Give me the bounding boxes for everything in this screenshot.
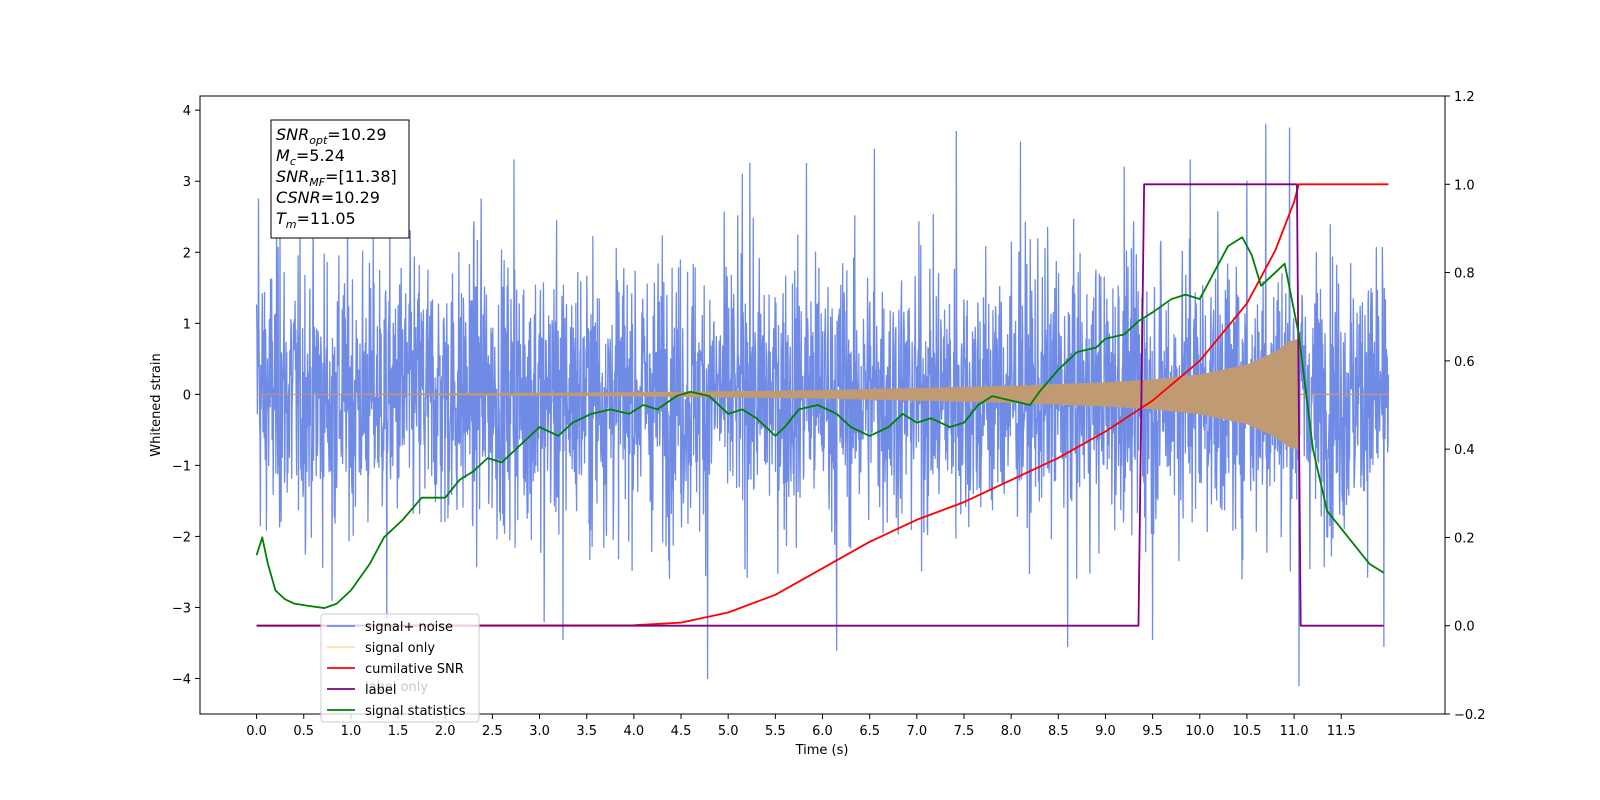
- x-tick-label: 2.0: [435, 724, 456, 739]
- x-tick-label: 7.0: [906, 724, 927, 739]
- legend-ghost-text: label only: [365, 680, 428, 695]
- x-tick-label: 1.0: [341, 724, 362, 739]
- y-tick-label: 0: [183, 388, 191, 403]
- series-signal-statistics: [255, 236, 1385, 609]
- x-axis: 0.0 0.5 1.0 1.5 2.0 2.5 3.0 3.5 4.0 4.5 5.0 5.5 6.0 6…: [246, 714, 1356, 739]
- x-tick-label: 8.0: [1001, 724, 1022, 739]
- x-tick-label: 11.5: [1327, 724, 1356, 739]
- legend-label-label: label: [365, 683, 396, 698]
- annotation-line: Tm=11.05: [276, 209, 356, 231]
- annotation-line: SNRMF=[11.38]: [276, 167, 397, 189]
- x-tick-label: 11.0: [1280, 724, 1309, 739]
- y-tick-label: 4: [183, 104, 191, 119]
- x-tick-label: 7.5: [954, 724, 975, 739]
- y2-tick-label: 0.4: [1454, 443, 1475, 458]
- y-tick-label: −4: [172, 672, 191, 687]
- plot-area: [255, 123, 1390, 687]
- y2-tick-label: −0.2: [1454, 708, 1486, 723]
- x-tick-label: 10.0: [1185, 724, 1214, 739]
- y-axis: −4 −3 −2 −1 0 1 2 3 4: [172, 104, 200, 687]
- y-tick-label: −1: [172, 459, 191, 474]
- y-tick-label: −2: [172, 530, 191, 545]
- annotation-line: SNRopt=10.29: [276, 125, 387, 147]
- legend-label-signal-only: signal only: [365, 641, 435, 656]
- x-tick-label: 3.5: [576, 724, 597, 739]
- x-tick-label: 4.5: [671, 724, 692, 739]
- y2-tick-label: 0.8: [1454, 267, 1475, 282]
- x-tick-label: 0.0: [246, 724, 267, 739]
- y2-tick-label: 0.2: [1454, 531, 1475, 546]
- x-tick-label: 10.5: [1232, 724, 1261, 739]
- y-tick-label: −3: [172, 601, 191, 616]
- x-axis-label: Time (s): [795, 743, 849, 758]
- x-tick-label: 5.0: [718, 724, 739, 739]
- x-tick-label: 1.5: [388, 724, 409, 739]
- x-tick-label: 4.0: [624, 724, 645, 739]
- x-tick-label: 0.5: [293, 724, 314, 739]
- y2-axis: −0.2 0.0 0.2 0.4 0.6 0.8 1.0 1.2: [1445, 90, 1486, 723]
- y2-tick-label: 0.0: [1454, 620, 1475, 635]
- legend-frame: [320, 613, 480, 723]
- series-signal-only: [256, 338, 1389, 450]
- x-tick-label: 9.0: [1095, 724, 1116, 739]
- y-tick-label: 1: [183, 317, 191, 332]
- y-tick-label: 3: [183, 175, 191, 190]
- x-tick-label: 6.5: [859, 724, 880, 739]
- y2-tick-label: 1.2: [1454, 90, 1475, 105]
- x-tick-label: 9.5: [1142, 724, 1163, 739]
- y2-tick-label: 0.6: [1454, 355, 1475, 370]
- annotation-line: CSNR=10.29: [276, 188, 380, 207]
- legend-label-signal-noise: signal+ noise: [365, 620, 453, 635]
- annotation-line: Mc=5.24: [276, 146, 345, 168]
- y2-tick-label: 1.0: [1454, 178, 1475, 193]
- annotation-box: SNRopt=10.29Mc=5.24SNRMF=[11.38]CSNR=10.…: [270, 119, 410, 239]
- x-tick-label: 2.5: [482, 724, 503, 739]
- y-tick-label: 2: [183, 246, 191, 261]
- legend-label-signal-statistics: signal statistics: [365, 704, 466, 719]
- x-tick-label: 8.5: [1048, 724, 1069, 739]
- annotation-frame: [270, 119, 410, 239]
- x-tick-label: 3.0: [529, 724, 550, 739]
- series-cumilative-snr: [256, 183, 1389, 627]
- legend-label-cumilative-snr: cumilative SNR: [365, 662, 464, 677]
- x-tick-label: 6.0: [812, 724, 833, 739]
- x-tick-label: 5.5: [765, 724, 786, 739]
- y-axis-label: Whitened strain: [149, 353, 164, 456]
- legend: label only signal+ noise signal only cumila…: [320, 613, 480, 723]
- series-label: [256, 183, 1384, 627]
